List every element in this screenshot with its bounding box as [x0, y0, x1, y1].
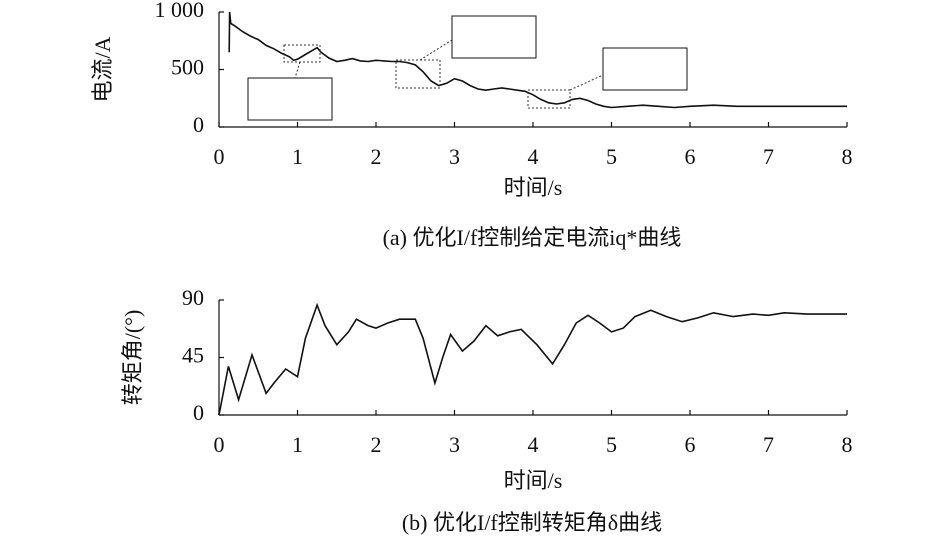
x-tick-label: 3	[449, 432, 460, 457]
x-tick-label: 2	[371, 144, 382, 169]
data-line	[228, 11, 847, 109]
y-axis-label: 电流/A	[90, 36, 115, 102]
zoom-inset	[451, 15, 537, 59]
y-tick-label: 1 000	[155, 0, 205, 22]
y-tick-label: 0	[193, 112, 204, 137]
x-tick-label: 8	[842, 144, 853, 169]
x-axis-label: 时间/s	[504, 468, 563, 493]
zoom-region	[395, 59, 441, 89]
caption: (a) 优化I/f控制给定电流iq*曲线	[383, 225, 682, 250]
zoom-insets	[247, 15, 688, 121]
zoom-arrow	[294, 61, 301, 79]
x-tick-label: 7	[763, 144, 774, 169]
zoom-inset	[247, 77, 333, 121]
y-tick-label: 90	[182, 285, 204, 310]
x-tick-label: 5	[606, 432, 617, 457]
x-tick-label: 1	[292, 432, 303, 457]
x-tick-label: 7	[763, 432, 774, 457]
x-tick-label: 6	[685, 432, 696, 457]
x-tick-label: 8	[842, 432, 853, 457]
x-tick-label: 3	[449, 144, 460, 169]
y-axis-label: 转矩角/(°)	[120, 310, 145, 406]
x-tick-label: 0	[214, 432, 225, 457]
x-tick-label: 1	[292, 144, 303, 169]
x-axis-label: 时间/s	[504, 175, 563, 200]
y-tick-label: 45	[182, 343, 204, 368]
zoom-region	[283, 44, 321, 63]
y-tick-label: 0	[193, 400, 204, 425]
zoom-inset	[602, 47, 688, 91]
x-tick-label: 4	[528, 144, 539, 169]
y-tick-label: 500	[171, 55, 204, 80]
x-tick-label: 4	[528, 432, 539, 457]
caption: (b) 优化I/f控制转矩角δ曲线	[402, 510, 662, 535]
zoom-region	[527, 89, 571, 109]
x-tick-label: 0	[214, 144, 225, 169]
data-line	[218, 302, 847, 416]
zoom-arrow	[569, 74, 604, 91]
zoom-arrow	[419, 39, 453, 61]
x-tick-label: 5	[606, 144, 617, 169]
x-tick-label: 2	[371, 432, 382, 457]
x-tick-label: 6	[685, 144, 696, 169]
